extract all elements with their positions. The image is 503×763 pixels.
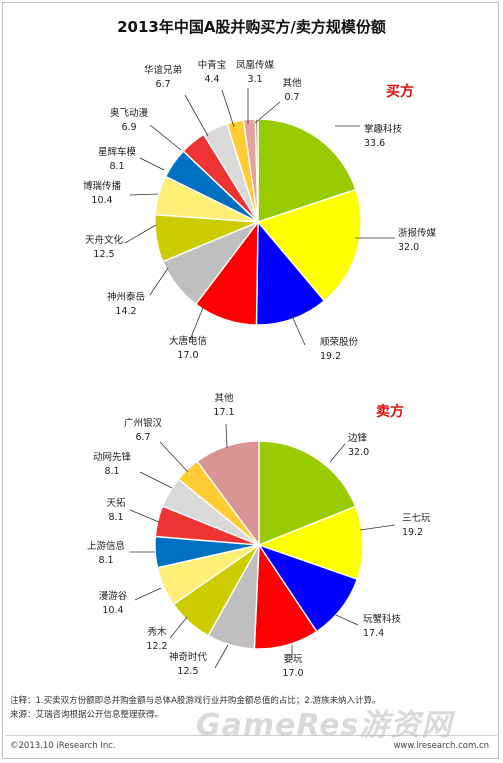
buyer-label-6: 博瑞传播: [83, 180, 122, 192]
seller-leader-9: [139, 471, 173, 489]
seller-leader-2: [335, 614, 359, 626]
buyer-label-2: 顺荣股份: [320, 336, 359, 348]
buyer-label-10: 中青宝: [198, 59, 227, 71]
buyer-leader-12: [254, 101, 281, 124]
seller-value-5: 12.2: [146, 641, 167, 652]
seller-value-8: 8.1: [108, 512, 123, 523]
seller-label-6: 漫游谷: [99, 590, 128, 602]
seller-leader-1: [359, 524, 396, 531]
buyer-label-5: 天舟文化: [85, 234, 124, 246]
buyer-label-11: 凤凰传媒: [236, 59, 275, 71]
seller-pie-chart: 边锋 32.0 三七玩 19.2 玩蟹科技 17.4 要玩 17.0 神奇时代 12.5 秀木 12.…: [87, 392, 431, 679]
seller-label-11: 其他: [214, 392, 234, 404]
buyer-value-4: 14.2: [115, 306, 136, 317]
seller-label-2: 玩蟹科技: [363, 613, 402, 625]
buyer-leader-7: [139, 157, 165, 171]
buyer-leader-4: [149, 267, 169, 296]
seller-leader-0: [329, 443, 346, 463]
seller-leader-8: [129, 509, 160, 523]
buyer-slice-1: [256, 188, 362, 302]
seller-label-8: 天拓: [106, 497, 126, 509]
buyer-leader-8: [149, 124, 182, 151]
seller-value-9: 8.1: [104, 466, 119, 477]
buyer-value-12: 0.7: [284, 92, 299, 103]
buyer-value-5: 12.5: [93, 249, 114, 260]
buyer-slice-0: [257, 118, 357, 223]
buyer-value-8: 6.9: [121, 122, 136, 133]
seller-slice-11: [196, 440, 260, 548]
seller-slice-0: [258, 440, 357, 547]
source-line: 来源：艾瑞咨询根据公开信息整理获得。: [10, 710, 164, 720]
site-url: www.iresearch.com.cn: [393, 741, 489, 751]
buyer-slice-12: [254, 118, 259, 223]
seller-leader-6: [134, 587, 162, 601]
buyer-label-8: 奥飞动漫: [110, 107, 149, 119]
seller-leader-10: [159, 441, 189, 473]
buyer-label-3: 大唐电信: [169, 335, 207, 347]
seller-value-7: 8.1: [98, 555, 113, 566]
buyer-label-12: 其他: [282, 77, 302, 89]
buyer-value-11: 3.1: [247, 74, 262, 85]
buyer-value-0: 33.6: [364, 138, 385, 149]
copyright: ©2013.10 iResearch Inc.: [10, 741, 116, 751]
buyer-value-10: 4.4: [204, 74, 219, 85]
seller-value-10: 6.7: [135, 432, 150, 443]
seller-label-3: 要玩: [283, 654, 303, 665]
seller-leader-5: [169, 616, 188, 639]
seller-value-1: 19.2: [402, 527, 423, 538]
buyer-leader-10: [221, 89, 235, 128]
buyer-section-label: 买方: [386, 83, 414, 100]
buyer-leader-6: [129, 193, 159, 196]
buyer-leader-3: [189, 304, 205, 341]
watermark: GameRes游资网: [196, 708, 453, 743]
seller-label-5: 秀木: [147, 626, 167, 638]
seller-value-0: 32.0: [348, 447, 369, 458]
buyer-leader-9: [184, 94, 209, 137]
seller-section-label: 卖方: [376, 403, 404, 420]
buyer-leader-5: [124, 224, 157, 244]
seller-value-6: 10.4: [102, 605, 123, 616]
seller-label-7: 上游信息: [87, 540, 125, 552]
seller-value-3: 17.0: [282, 668, 303, 679]
buyer-value-9: 6.7: [155, 79, 170, 90]
buyer-value-1: 32.0: [398, 242, 419, 253]
seller-label-9: 动网先锋: [93, 451, 132, 463]
seller-value-2: 17.4: [363, 628, 384, 639]
buyer-value-6: 10.4: [91, 195, 112, 206]
buyer-label-0: 掌趣科技: [364, 123, 403, 135]
seller-slice-1: [256, 505, 364, 581]
buyer-label-7: 星辉车模: [98, 146, 137, 158]
note-line: 注释：1.买卖双方份额即总并购金额与总体A股游戏行业并购金额总值的占比；2.游族…: [10, 696, 381, 706]
buyer-value-3: 17.0: [177, 350, 198, 361]
buyer-label-4: 神州泰岳: [107, 291, 145, 303]
buyer-leader-2: [290, 313, 306, 346]
seller-label-0: 边锋: [348, 432, 368, 444]
seller-leader-4: [214, 644, 229, 669]
seller-label-4: 神奇时代: [169, 651, 208, 663]
buyer-value-2: 19.2: [320, 351, 341, 362]
buyer-slice-2: [255, 220, 326, 326]
seller-value-4: 12.5: [177, 666, 198, 677]
footer-divider: [6, 735, 497, 736]
buyer-label-1: 浙报传媒: [398, 227, 437, 239]
seller-label-10: 广州银汉: [124, 417, 163, 429]
notes: 注释：1.买卖双方份额即总并购金额与总体A股游戏行业并购金额总值的占比；2.游族…: [10, 694, 500, 722]
seller-value-11: 17.1: [213, 407, 234, 418]
seller-label-1: 三七玩: [402, 513, 431, 524]
buyer-value-7: 8.1: [109, 161, 124, 172]
seller-leader-11: [225, 423, 228, 449]
buyer-pie-chart: 掌趣科技 33.6 浙报传媒 32.0 顺荣股份 19.2 大唐电信 17.0 神州泰岳 14.2…: [83, 59, 437, 362]
chart-title: 2013年中国A股并购买方/卖方规模份额: [117, 18, 386, 36]
buyer-label-9: 华谊兄弟: [144, 64, 182, 76]
